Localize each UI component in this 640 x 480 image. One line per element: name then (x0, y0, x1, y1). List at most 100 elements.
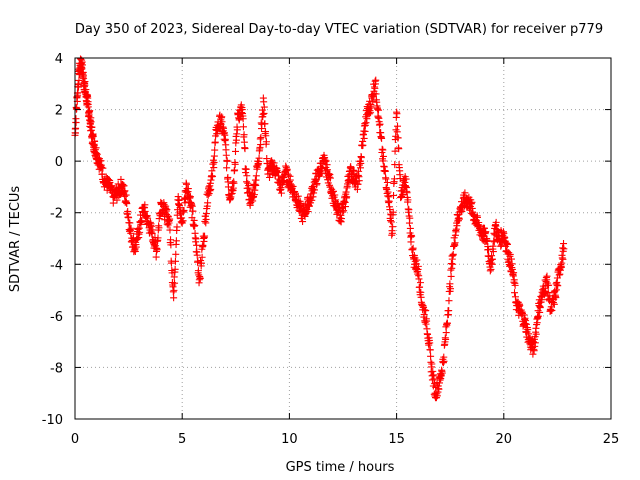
data-point-fill (529, 350, 537, 358)
data-point-fill (257, 134, 265, 142)
data-point-fill (343, 193, 351, 201)
data-point-fill (180, 207, 188, 215)
data-point-fill (427, 352, 435, 360)
data-point-fill (230, 179, 238, 187)
x-tick-label: 0 (71, 432, 79, 447)
data-point-fill (453, 222, 461, 230)
data-point-fill (382, 175, 390, 183)
data-point-fill (89, 132, 97, 140)
x-tick-label: 5 (178, 432, 186, 447)
data-point-fill (72, 119, 80, 127)
data-point-fill (160, 201, 168, 209)
data-point-fill (171, 265, 179, 273)
data-point-fill (489, 248, 497, 256)
data-point-fill (379, 152, 387, 160)
data-point-fill (387, 218, 395, 226)
data-point-fill (331, 191, 339, 199)
data-point-fill (241, 145, 249, 153)
data-point-fill (361, 120, 369, 128)
data-point-fill (342, 188, 350, 196)
data-point-fill (532, 324, 540, 332)
data-point-fill (75, 76, 83, 84)
data-point-fill (196, 275, 204, 283)
data-point-fill (166, 215, 174, 223)
data-point-fill (421, 318, 429, 326)
data-point-fill (552, 294, 560, 302)
data-point-fill (386, 217, 394, 225)
data-point (148, 229, 156, 237)
data-point-fill (202, 215, 210, 223)
data-point-fill (372, 76, 380, 84)
data-point-fill (222, 151, 230, 159)
data-point-fill (135, 230, 143, 238)
data-point-fill (487, 259, 495, 267)
data-point-fill (522, 320, 530, 328)
data-point-fill (309, 193, 317, 201)
data-point-fill (548, 306, 556, 314)
tick-layer: 0 5 10 15 20 25 -10 -8 -6 -4 -2 0 2 4 (42, 52, 620, 447)
data-point-fill (242, 165, 250, 173)
data-point-fill (261, 120, 269, 128)
data-point-fill (204, 191, 212, 199)
data-point-fill (122, 191, 130, 199)
data-point-fill (389, 208, 397, 216)
data-point-fill (239, 123, 247, 131)
data-point-fill (262, 132, 270, 140)
data-point-fill (524, 326, 532, 334)
data-point-fill (447, 266, 455, 274)
data-point-fill (98, 163, 106, 171)
data-point-fill (438, 369, 446, 377)
data-point-fill (184, 185, 192, 193)
data-point-fill (120, 182, 128, 190)
data-point-fill (136, 218, 144, 226)
data-point-fill (210, 152, 218, 160)
data-point-fill (251, 186, 259, 194)
data-point-fill (304, 207, 312, 215)
data-point-fill (443, 319, 451, 327)
data-point-fill (481, 224, 489, 232)
data-point-fill (511, 289, 519, 297)
data-point-fill (340, 207, 348, 215)
data-point-fill (408, 232, 416, 240)
data-point-fill (405, 206, 413, 214)
data-point-fill (536, 308, 544, 316)
data-point-fill (246, 201, 254, 209)
y-tick-label: -4 (50, 258, 63, 273)
data-point-fill (299, 218, 307, 226)
series-sdtvar (71, 55, 568, 402)
plot-frame (74, 57, 612, 420)
chart-title: Day 350 of 2023, Sidereal Day-to-day VTE… (75, 22, 603, 37)
data-point-fill (503, 240, 511, 248)
data-point-fill (486, 267, 494, 275)
y-tick-label: 0 (55, 155, 63, 170)
x-tick-label: 10 (281, 432, 298, 447)
data-point-fill (468, 198, 476, 206)
data-point-fill (211, 138, 219, 146)
data-point-fill (407, 238, 415, 246)
data-point-fill (402, 175, 410, 183)
y-tick-label: -10 (42, 413, 63, 428)
data-point-fill (436, 376, 444, 384)
data-point-fill (75, 83, 83, 91)
data-point-fill (119, 180, 127, 188)
data-point-fill (229, 184, 237, 192)
data-point-fill (262, 138, 270, 146)
data-point-fill (209, 172, 217, 180)
data-point-fill (446, 280, 454, 288)
data-point-fill (284, 171, 292, 179)
data-point-fill (475, 219, 483, 227)
data-point-fill (231, 166, 239, 174)
data-point-fill (556, 270, 564, 278)
data-point-fill (263, 160, 271, 168)
data-point-fill (239, 115, 247, 123)
data-point (170, 294, 178, 302)
data-point-fill (339, 208, 347, 216)
data-point-fill (374, 105, 382, 113)
data-point-fill (199, 242, 207, 250)
data-point-fill (195, 271, 203, 279)
data-point-fill (313, 180, 321, 188)
data-point-fill (106, 178, 114, 186)
data-point-fill (543, 272, 551, 280)
data-point-fill (189, 207, 197, 215)
data-point-fill (426, 346, 434, 354)
